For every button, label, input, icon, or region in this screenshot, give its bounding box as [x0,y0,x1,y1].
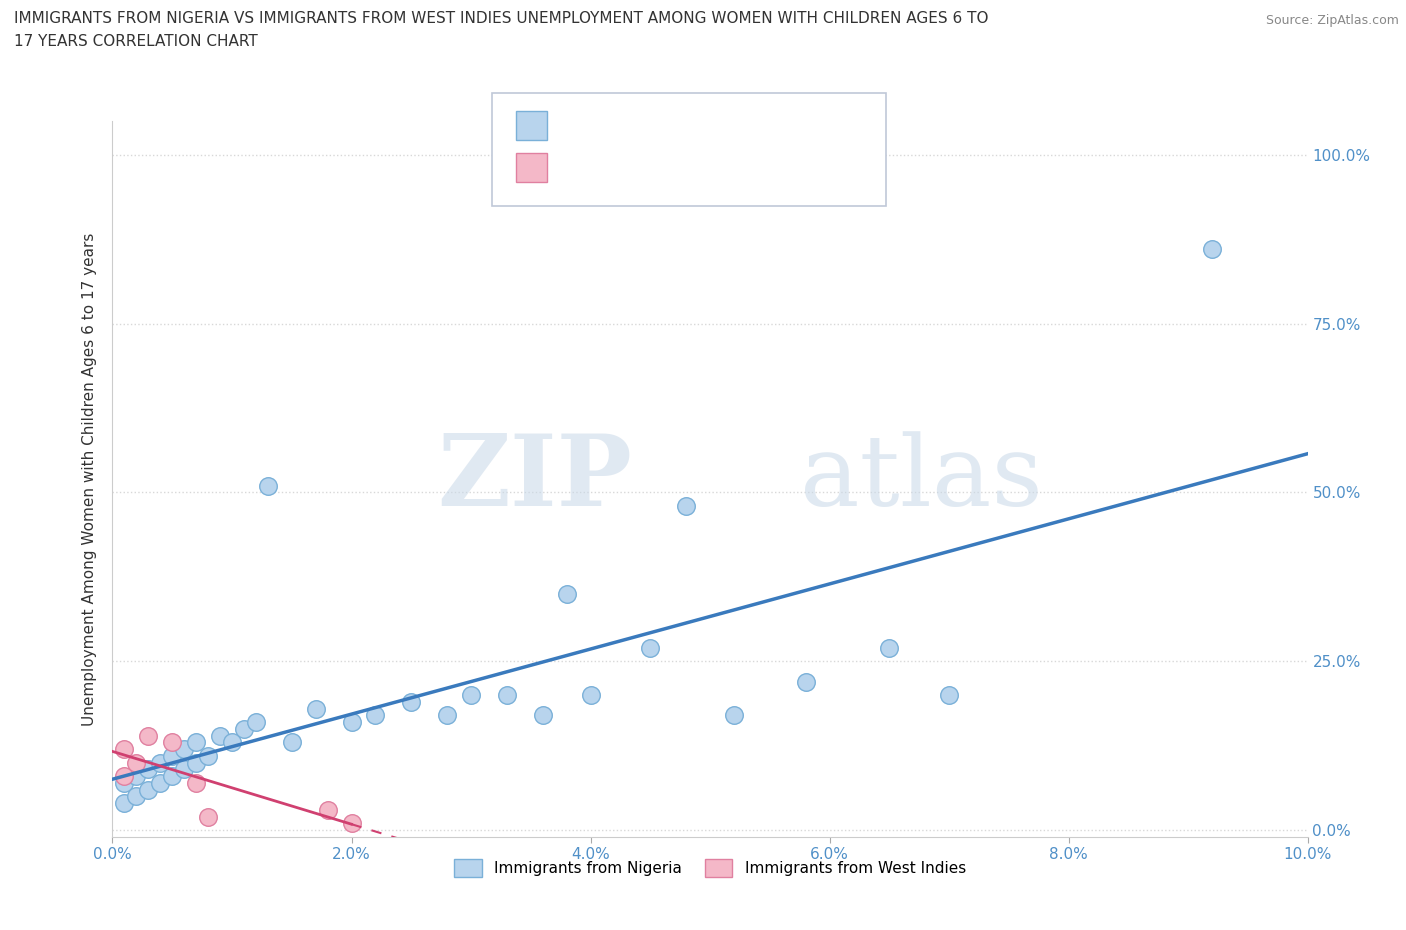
Point [640,641,662,656]
Point [938,687,960,702]
Point [162,769,183,784]
Point [186,735,208,750]
Point [173,762,195,777]
Point [316,803,339,817]
Text: N =: N = [685,158,733,177]
Text: R =: R = [558,116,595,135]
Y-axis label: Unemployment Among Women with Children Ages 6 to 17 years: Unemployment Among Women with Children A… [82,232,97,725]
Point [460,687,482,702]
Point [233,722,256,737]
Point [879,641,901,656]
Point [149,776,172,790]
Point [723,708,745,723]
Point [162,749,183,764]
Text: IMMIGRANTS FROM NIGERIA VS IMMIGRANTS FROM WEST INDIES UNEMPLOYMENT AMONG WOMEN : IMMIGRANTS FROM NIGERIA VS IMMIGRANTS FR… [14,11,988,26]
Point [245,715,267,730]
Point [114,742,135,757]
Point [138,728,160,743]
Text: N =: N = [685,116,733,135]
Text: atlas: atlas [800,431,1042,527]
Text: 17 YEARS CORRELATION CHART: 17 YEARS CORRELATION CHART [14,34,257,49]
Point [257,478,280,493]
Point [114,796,135,811]
Point [186,755,208,770]
Text: ZIP: ZIP [437,431,633,527]
Point [579,687,602,702]
Point [173,742,195,757]
Point [138,762,160,777]
Point [675,498,697,513]
Point [125,789,148,804]
Text: -0.683: -0.683 [612,158,665,177]
Point [305,701,328,716]
Point [162,735,183,750]
Point [531,708,554,723]
Point [125,769,148,784]
Point [197,749,219,764]
Point [114,769,135,784]
Point [281,735,304,750]
Point [125,755,148,770]
Text: R =: R = [558,158,595,177]
Point [555,586,578,601]
Text: Source: ZipAtlas.com: Source: ZipAtlas.com [1265,14,1399,27]
Point [138,782,160,797]
Point [197,809,219,824]
Point [221,735,243,750]
Point [436,708,458,723]
Point [364,708,387,723]
Legend: Immigrants from Nigeria, Immigrants from West Indies: Immigrants from Nigeria, Immigrants from… [449,853,972,884]
Point [340,816,363,830]
Point [209,728,232,743]
Point [401,695,423,710]
Point [114,776,135,790]
Point [340,715,363,730]
Text: 38: 38 [748,116,769,135]
Point [186,776,208,790]
Point [794,674,817,689]
Point [496,687,519,702]
Text: 9: 9 [748,158,758,177]
Point [1201,242,1223,257]
Text: 0.380: 0.380 [612,116,659,135]
Point [149,755,172,770]
